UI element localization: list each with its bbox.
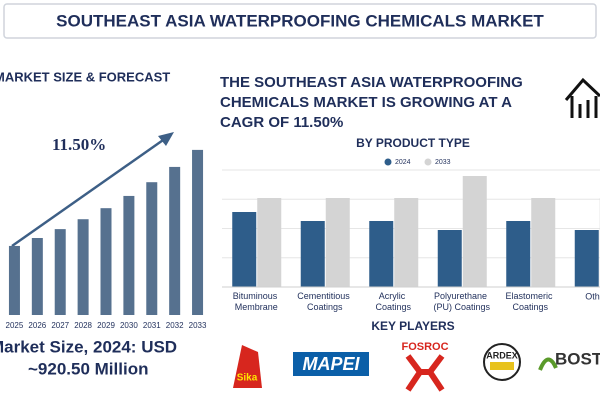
x-tick-label: 2030 <box>120 321 138 330</box>
label-line: Membrane <box>235 302 278 312</box>
x-tick-label: 2027 <box>51 321 69 330</box>
headline-line: THE SOUTHEAST ASIA WATERPROOFING <box>220 74 523 91</box>
bar <box>531 198 556 287</box>
bar <box>100 208 112 315</box>
bar <box>574 230 599 287</box>
label-line: Bituminous <box>233 291 280 301</box>
x-tick-label: 2025 <box>6 321 24 330</box>
logo-text: MAPEI <box>302 354 360 374</box>
logo-sika: Sika <box>233 345 262 388</box>
label-line: Coatings <box>512 302 548 312</box>
x-tick-label: Polyurethane (PU) Coatings <box>433 291 490 312</box>
bar <box>77 219 89 315</box>
x-tick-label: Bituminous Membrane <box>233 291 280 312</box>
x-tick-label: 2029 <box>97 321 115 330</box>
label-line: Cementitious <box>297 291 352 301</box>
market-size-line: ~920.50 Million <box>28 359 148 378</box>
logo-text: FOSROC <box>401 341 448 353</box>
logo-ardex: ARDEX <box>483 343 521 381</box>
bar <box>325 198 350 287</box>
growth-arrow <box>11 136 167 248</box>
cagr-annotation: 11.50% <box>52 135 106 154</box>
x-tick-label: 2032 <box>166 321 184 330</box>
x-tick-label: Acrylic Coatings <box>375 291 411 312</box>
logo-text: BOSTIK <box>555 349 600 368</box>
header-title: SOUTHEAST ASIA WATERPROOFING CHEMICALS M… <box>56 11 544 30</box>
bar <box>300 221 325 287</box>
bar <box>437 230 462 287</box>
legend-swatch <box>424 158 432 166</box>
bar <box>123 195 135 315</box>
bar <box>506 221 531 287</box>
right-chart-title: BY PRODUCT TYPE <box>356 136 470 150</box>
x-tick-label: 2033 <box>189 321 207 330</box>
label-line: Polyurethane <box>434 291 490 301</box>
bar <box>146 182 158 315</box>
label-line: Acrylic <box>379 291 408 301</box>
headline-line: CAGR OF 11.50% <box>220 114 343 131</box>
bar <box>54 229 66 315</box>
bar <box>369 221 394 287</box>
bar <box>31 238 43 315</box>
label-line: Coatings <box>307 302 343 312</box>
bar <box>169 166 181 315</box>
x-tick-label: Cementitious Coatings <box>297 291 352 312</box>
label-line: (PU) Coatings <box>433 302 490 312</box>
bar <box>8 245 20 315</box>
x-tick-label: Others <box>585 291 600 301</box>
legend-label: 2033 <box>435 159 451 166</box>
label-line: Coatings <box>375 302 411 312</box>
label-line: Elastomeric <box>505 291 555 301</box>
building-icon <box>564 77 600 118</box>
x-tick-label: 2028 <box>74 321 92 330</box>
bar <box>232 212 257 287</box>
legend-swatch <box>384 158 392 166</box>
logo-fosroc: FOSROC <box>401 340 449 392</box>
arrow-head <box>158 132 174 146</box>
logo-text: ARDEX <box>486 350 518 360</box>
x-tick-label: 2031 <box>143 321 161 330</box>
left-chart-title: MARKET SIZE & FORECAST <box>0 69 170 84</box>
logo-mapei: MAPEI <box>293 352 369 376</box>
x-tick-label: Elastomeric Coatings <box>505 291 555 312</box>
header-box <box>3 3 597 39</box>
bar <box>257 198 282 287</box>
logo-text: Sika <box>237 373 258 384</box>
market-size-line: Market Size, 2024: USD <box>0 337 177 356</box>
legend-label: 2024 <box>395 159 411 166</box>
logo-bostik: BOSTIK <box>538 349 600 371</box>
bar <box>192 149 204 315</box>
headline-line: CHEMICALS MARKET IS GROWING AT A <box>220 94 512 111</box>
bar <box>394 198 419 287</box>
x-tick-label: 2026 <box>28 321 46 330</box>
key-players-title: KEY PLAYERS <box>371 319 454 333</box>
bar <box>462 176 487 287</box>
